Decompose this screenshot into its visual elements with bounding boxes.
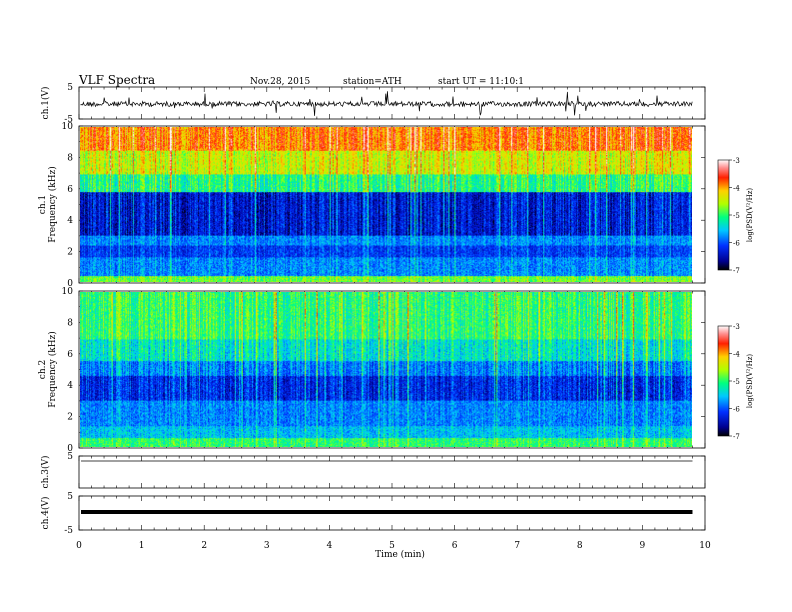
- colorbar-tick-label: -6: [733, 406, 740, 414]
- x-tick-label: 2: [201, 541, 207, 551]
- y-tick-label: 10: [62, 287, 74, 297]
- y-tick-label: 0: [67, 279, 73, 289]
- ch1-waveform-line: [80, 91, 693, 116]
- y-tick-label: 0: [67, 444, 73, 454]
- colorbar-tick-label: -7: [733, 267, 740, 275]
- y-axis-label-3: Frequency (kHz): [47, 331, 58, 408]
- colorbar-tick-label: -3: [733, 157, 740, 165]
- figure-title: VLF Spectra: [78, 73, 155, 87]
- colorbar-ch1: -3 -4 -5 -6 -7 log(PSD(V²/Hz): [717, 157, 754, 275]
- x-tick-label: 7: [514, 541, 520, 551]
- y-tick-label: 6: [67, 350, 73, 360]
- x-tick-label: 10: [699, 541, 711, 551]
- y-tick-label: -5: [64, 526, 73, 536]
- y-tick-label: 4: [67, 381, 73, 391]
- station-label: station=ATH: [343, 77, 402, 87]
- colorbar-ch1-gradient: [717, 159, 730, 271]
- y-tick-label: 2: [67, 413, 73, 423]
- colorbar-ch1-label: log(PSD(V²/Hz): [746, 188, 754, 243]
- y-axis-label-2: ch.1: [38, 195, 48, 214]
- y-tick-label: 5: [67, 452, 73, 462]
- spectrogram-ch2: [80, 292, 692, 447]
- date-label: Nov.28, 2015: [250, 77, 311, 87]
- colorbar-ch2-gradient: [717, 325, 730, 437]
- colorbar-tick-label: -5: [733, 212, 740, 220]
- y-axis-label-1: ch.1(V): [40, 87, 51, 120]
- y-tick-label: 8: [67, 318, 73, 328]
- colorbar-ch2-label: log(PSD(V²/Hz): [746, 354, 754, 409]
- x-tick-label: 8: [577, 541, 583, 551]
- colorbar-ch2-ticks: -3 -4 -5 -6 -7: [729, 323, 740, 441]
- x-axis-label: Time (min): [375, 549, 425, 560]
- y-tick-label: 4: [67, 216, 73, 226]
- y-tick-label: 5: [67, 83, 73, 93]
- x-tick-label: 1: [139, 541, 145, 551]
- y-tick-label: 5: [67, 492, 73, 502]
- y-tick-label: 10: [62, 122, 74, 132]
- x-tick-label: 5: [389, 541, 395, 551]
- colorbar-tick-label: -5: [733, 378, 740, 386]
- y-tick-label: 2: [67, 248, 73, 258]
- y-tick-label: 6: [67, 185, 73, 195]
- y-axis-label-4: ch.3(V): [40, 456, 51, 489]
- x-tick-label: 0: [76, 541, 82, 551]
- colorbar-tick-label: -3: [733, 323, 740, 331]
- start-time-label: start UT = 11:10:1: [438, 77, 524, 87]
- colorbar-ch2: -3 -4 -5 -6 -7 log(PSD(V²/Hz): [717, 323, 754, 441]
- spectrogram-ch1: [80, 127, 692, 282]
- colorbar-tick-label: -4: [733, 185, 740, 193]
- x-tick-label: 6: [452, 541, 458, 551]
- colorbar-tick-label: -7: [733, 433, 740, 441]
- y-tick-label: 8: [67, 153, 73, 163]
- colorbar-tick-label: -6: [733, 240, 740, 248]
- y-axis-label-2: Frequency (kHz): [47, 166, 58, 243]
- colorbar-ch1-ticks: -3 -4 -5 -6 -7: [729, 157, 740, 275]
- x-tick-label: 9: [640, 541, 646, 551]
- y-axis-label-3: ch.2: [38, 360, 48, 379]
- y-tick-label: -5: [64, 115, 73, 125]
- colorbar-tick-label: -4: [733, 351, 740, 359]
- y-axis-label-5: ch.4(V): [40, 497, 51, 530]
- x-tick-label: 4: [327, 541, 333, 551]
- x-tick-label: 3: [264, 541, 270, 551]
